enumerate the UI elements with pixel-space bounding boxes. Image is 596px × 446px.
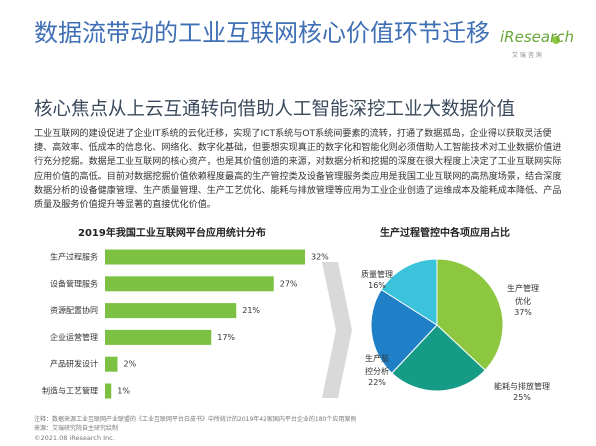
- value-label: 2%: [124, 360, 137, 369]
- chart-title: 生产过程管控中各项应用占比: [380, 228, 510, 239]
- category-label: 制造与工艺管理: [42, 386, 98, 396]
- slice-value: 25%: [513, 393, 531, 402]
- category-label: 资源配置协同: [50, 305, 98, 315]
- copyright: ©2021.08 iResearch Inc.: [34, 434, 115, 442]
- chart-title: 2019年我国工业互联网平台应用统计分布: [78, 228, 266, 239]
- logo-sub: 艾 瑞 咨 询: [512, 52, 542, 59]
- pie-slice: [391, 324, 486, 392]
- category-label: 设备管理服务: [50, 278, 98, 288]
- slice-value: 16%: [368, 281, 386, 290]
- slice-label: 质量管理: [361, 270, 393, 279]
- value-label: 32%: [311, 253, 329, 262]
- body-text: 工业互联网的建设促进了企业IT系统的云化迁移，实现了ICT系统与OT系统间要素的…: [34, 129, 562, 211]
- slice-label: 能耗与排放管理: [494, 382, 550, 391]
- bar: [105, 329, 212, 345]
- bar: [105, 303, 237, 319]
- pie-slice: [436, 258, 504, 371]
- bar: [105, 276, 274, 292]
- arrow: [322, 262, 352, 398]
- slice-label: 生产管理优化: [507, 284, 539, 306]
- source: 来源：艾瑞研究院自主研究绘制: [34, 425, 119, 432]
- title: 数据流带动的工业互联网核心价值环节迁移: [34, 19, 490, 47]
- value-label: 21%: [242, 306, 260, 315]
- pie-slice: [380, 258, 438, 326]
- category-label: 生产过程服务: [50, 252, 98, 262]
- bar: [105, 356, 118, 372]
- bar: [105, 249, 305, 265]
- slice-label: 生产监控分析: [365, 354, 389, 376]
- subtitle: 核心焦点从上云互通转向借助人工智能深挖工业大数据价值: [34, 99, 516, 120]
- logo-dot: [552, 36, 560, 44]
- value-label: 17%: [217, 333, 235, 342]
- value-label: 27%: [280, 279, 298, 288]
- value-label: 1%: [117, 387, 130, 396]
- pie-slice: [370, 288, 438, 374]
- logo: iResearch: [500, 28, 574, 46]
- slice-value: 22%: [368, 378, 386, 387]
- note: 注释：数据来源工业互联网产业联盟的《工业互联网平台白皮书》中所统计的2019年4…: [34, 416, 357, 423]
- slice-value: 37%: [514, 308, 532, 317]
- bar: [105, 383, 112, 399]
- category-label: 企业运营管理: [50, 332, 98, 342]
- category-label: 产品研发设计: [50, 359, 98, 369]
